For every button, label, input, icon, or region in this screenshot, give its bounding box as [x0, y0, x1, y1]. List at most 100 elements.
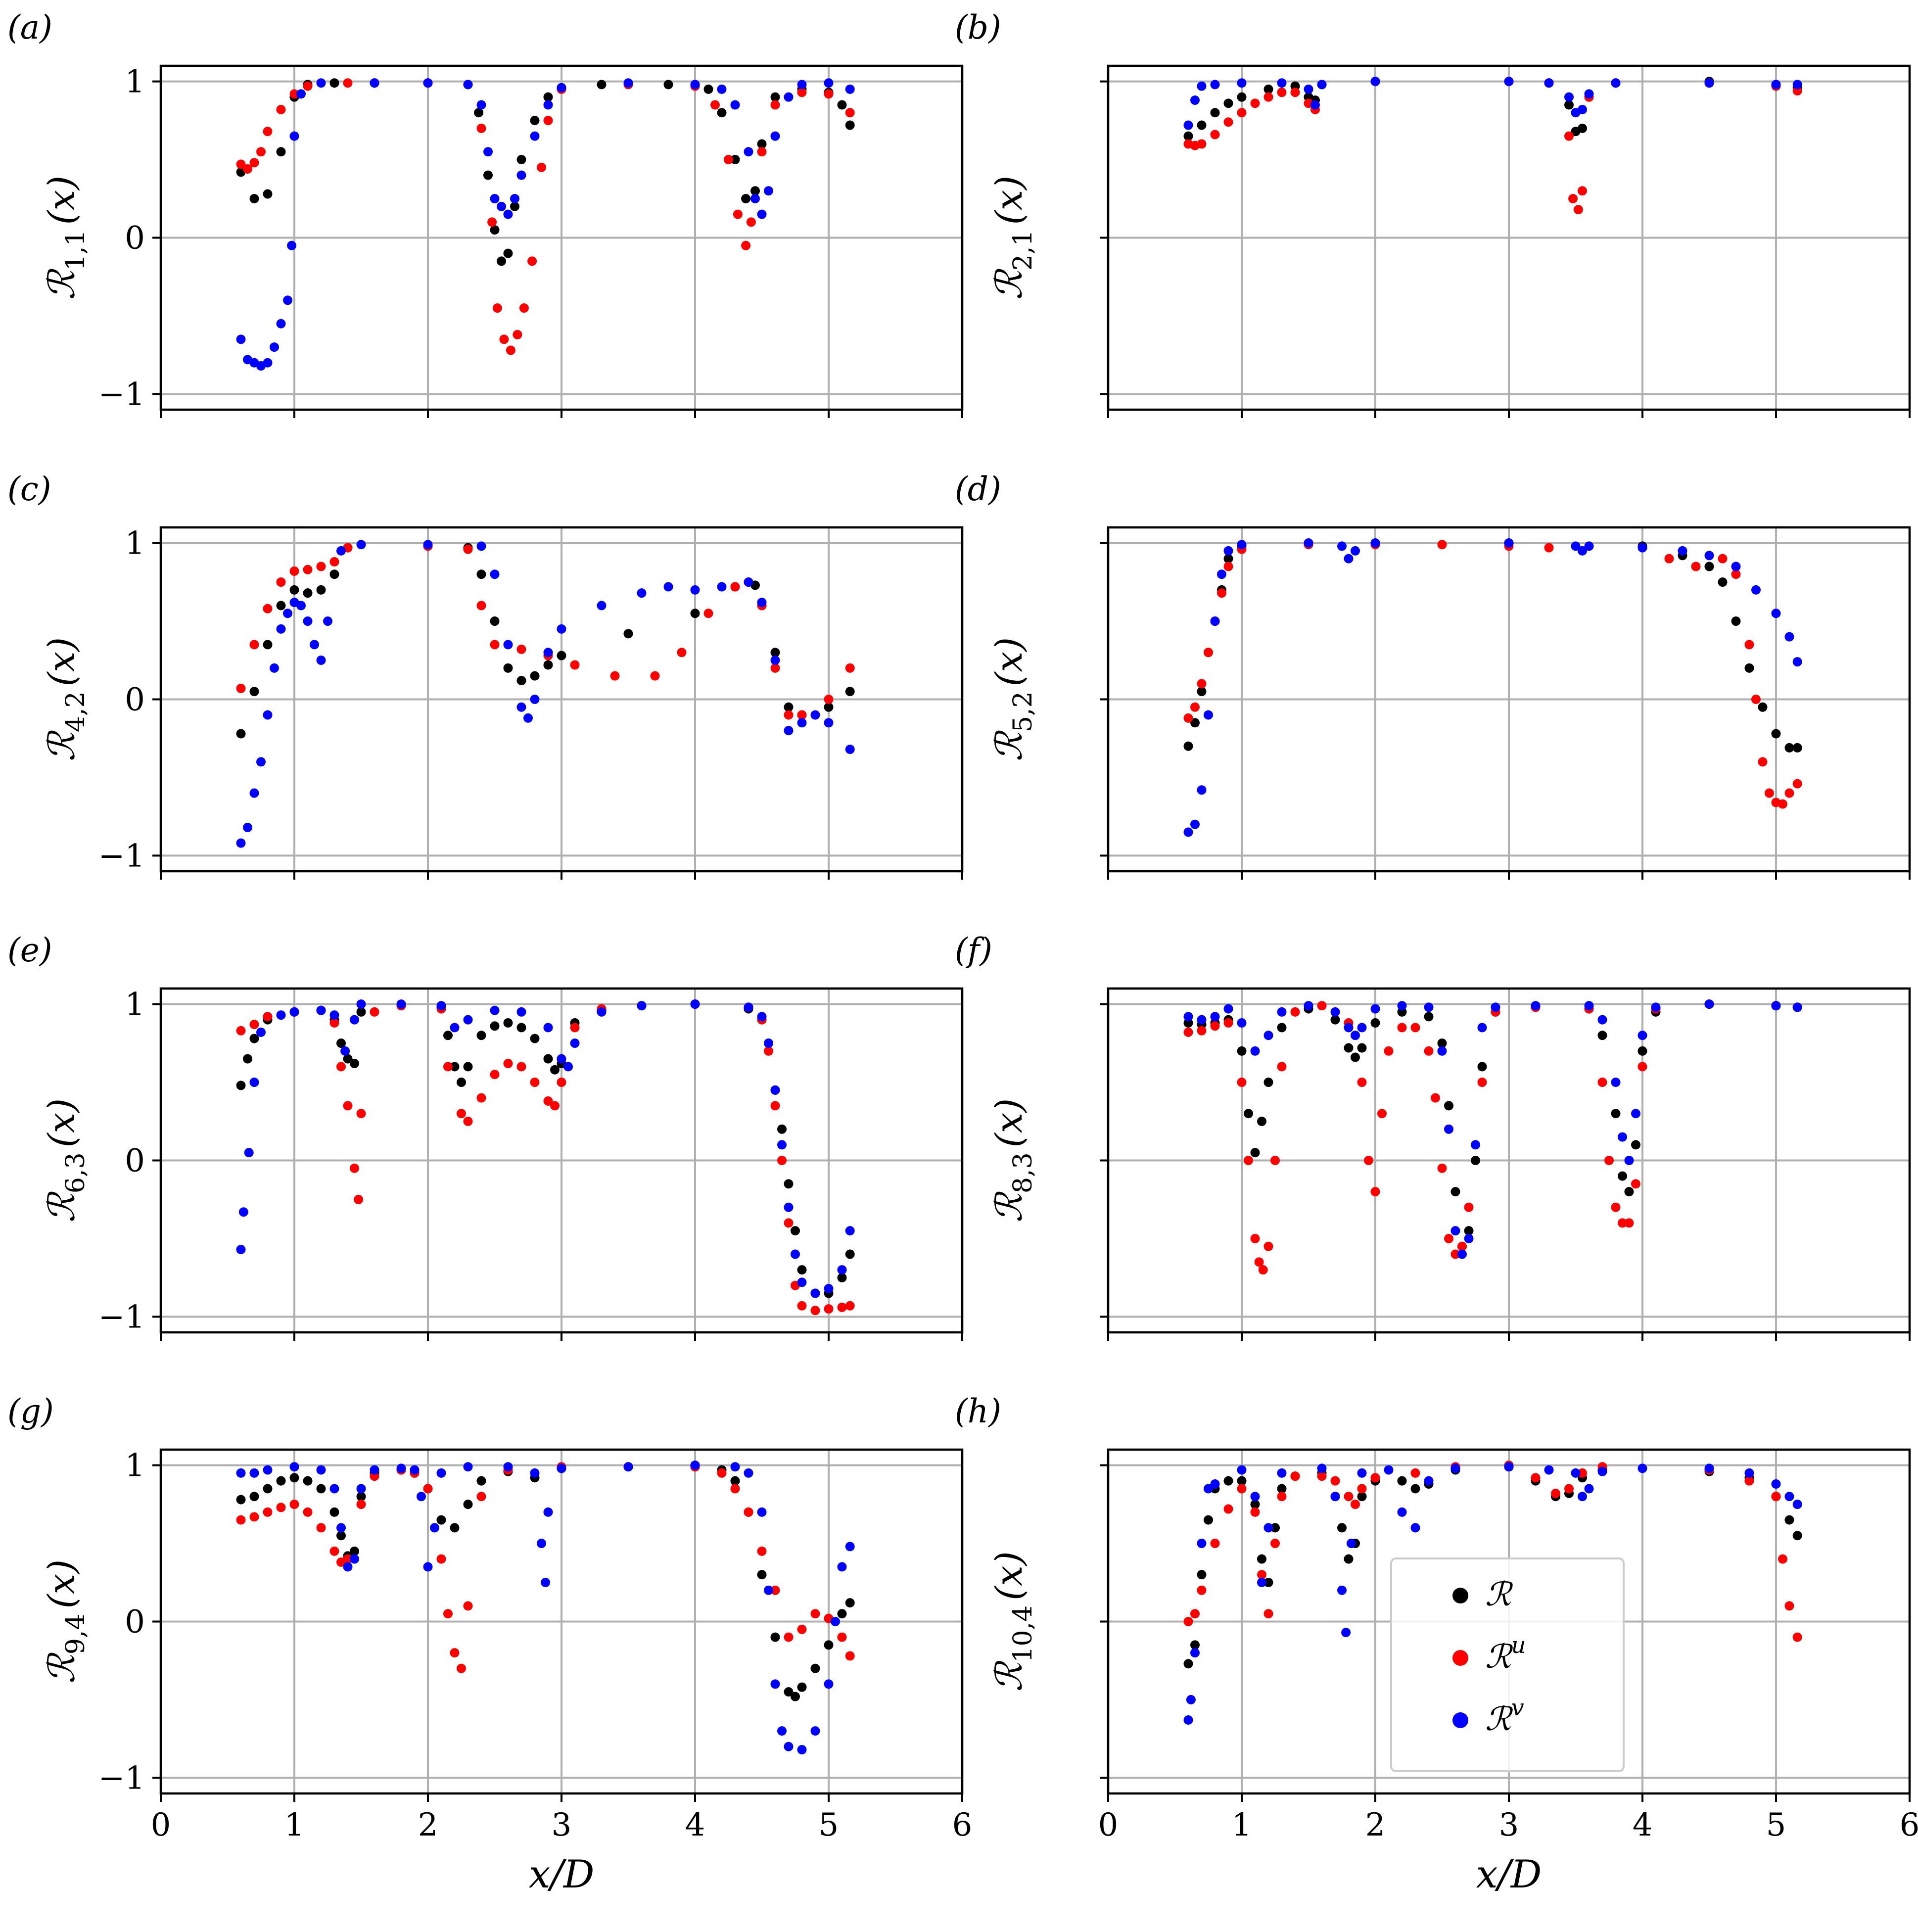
- point-r-v-37: [837, 1562, 847, 1572]
- point-r-u-35: [845, 1651, 855, 1661]
- point-r-u-8: [1277, 88, 1287, 97]
- point-r-v-28: [1637, 1463, 1647, 1473]
- point-r-v-21: [541, 1578, 551, 1588]
- point-r-v-32: [770, 656, 780, 665]
- point-r-u-26: [1450, 1249, 1460, 1259]
- point-r-v-20: [563, 1062, 573, 1072]
- point-r-u-0: [236, 159, 246, 169]
- point-r-u-15: [1357, 1078, 1367, 1087]
- panel-d: (d) ℛ5,2 (x): [955, 470, 1911, 880]
- point-r-v-5: [1250, 1046, 1260, 1056]
- point-r-17: [476, 1031, 486, 1040]
- point-r-v-13: [417, 1492, 426, 1502]
- series-r-u: [1183, 540, 1802, 809]
- point-r-v-6: [1263, 1031, 1273, 1040]
- x-tick-label: 1: [1232, 1807, 1252, 1843]
- point-r-21: [530, 1034, 540, 1043]
- point-r-u-26: [733, 209, 743, 219]
- point-r-v-24: [623, 1462, 633, 1472]
- point-r-u-6: [289, 89, 299, 99]
- point-r-u-28: [1464, 1202, 1474, 1212]
- point-r-v-22: [543, 1507, 553, 1517]
- y-label-subscript: 4,2: [61, 691, 91, 732]
- point-r-v-11: [396, 1463, 406, 1473]
- point-r-u-35: [1611, 1202, 1621, 1212]
- y-axis-label: ℛ9,4 (x): [41, 1559, 91, 1684]
- point-r-u-19: [1578, 186, 1587, 196]
- y-label-subscript: 9,4: [61, 1613, 91, 1654]
- point-r-15: [530, 671, 540, 681]
- point-r-u-0: [236, 1026, 246, 1036]
- point-r-u-34: [1604, 1156, 1614, 1165]
- point-r-u-3: [276, 577, 286, 587]
- point-r-3: [276, 601, 286, 611]
- point-r-v-17: [490, 194, 500, 204]
- x-tick-label: 0: [151, 1807, 171, 1843]
- point-r-u-23: [1564, 1484, 1574, 1494]
- y-label-arg: (x): [988, 637, 1030, 686]
- point-r-u-29: [1778, 1554, 1787, 1564]
- point-r-v-7: [1310, 100, 1320, 110]
- point-r-u-27: [1457, 1241, 1467, 1251]
- point-r-v-4: [1237, 1018, 1247, 1028]
- point-r-v-13: [1337, 1585, 1347, 1595]
- point-r-28: [757, 1570, 767, 1580]
- point-r-v-0: [1183, 827, 1193, 837]
- point-r-11: [476, 569, 486, 579]
- point-r-u-1: [249, 640, 259, 650]
- point-r-7: [336, 1038, 346, 1048]
- point-r-u-36: [1618, 1218, 1627, 1228]
- point-r-3: [276, 147, 286, 157]
- point-r-u-15: [436, 1554, 446, 1564]
- point-r-v-26: [690, 80, 700, 90]
- point-r-v-3: [1204, 710, 1213, 720]
- point-r-u-6: [316, 562, 326, 571]
- point-r-v-0: [236, 838, 246, 848]
- point-r-13: [1351, 1052, 1360, 1062]
- point-r-u-4: [1237, 1078, 1247, 1087]
- point-r-24: [1477, 1062, 1487, 1072]
- point-r-u-10: [356, 1500, 366, 1509]
- point-r-33: [1637, 1046, 1647, 1056]
- point-r-v-34: [797, 718, 807, 728]
- point-r-v-24: [1571, 1468, 1581, 1478]
- point-r-v-23: [543, 648, 553, 658]
- point-r-34: [784, 1179, 794, 1189]
- point-r-19: [690, 609, 700, 618]
- point-r-u-0: [1183, 1027, 1193, 1037]
- panel-a: −1 0 1 (a) ℛ1,1 (x): [7, 8, 964, 418]
- x-tick-label: 6: [1900, 1807, 1918, 1843]
- y-label-arg: (x): [988, 176, 1030, 225]
- point-r-v-9: [1330, 1007, 1340, 1017]
- point-r-v-16: [423, 540, 433, 550]
- panel-letter: (h): [955, 1392, 1001, 1430]
- point-r-10: [1270, 1523, 1280, 1533]
- point-r-u-7: [343, 1101, 353, 1111]
- y-label-symbol: ℛ: [988, 268, 1030, 300]
- point-r-2: [263, 1484, 273, 1494]
- point-r-u-17: [519, 303, 529, 313]
- point-r-v-29: [777, 1140, 787, 1150]
- point-r-u-19: [1384, 1046, 1394, 1056]
- point-r-v-11: [316, 78, 326, 88]
- point-r-u-29: [770, 1585, 780, 1595]
- point-r-23: [550, 1065, 560, 1075]
- point-r-v-14: [1397, 1001, 1407, 1011]
- point-r-1: [1197, 120, 1207, 130]
- point-r-17: [1758, 702, 1768, 712]
- point-r-1: [243, 1054, 252, 1064]
- point-r-u-32: [810, 1609, 820, 1619]
- y-axis-label: ℛ4,2 (x): [41, 637, 91, 761]
- point-r-v-22: [597, 1007, 607, 1017]
- point-r-11: [356, 1492, 366, 1502]
- point-r-v-32: [764, 186, 773, 196]
- point-r-u-16: [463, 1117, 473, 1127]
- point-r-v-1: [249, 1468, 259, 1478]
- point-r-v-19: [1410, 1523, 1420, 1533]
- series-r-v: [236, 540, 855, 848]
- x-axis-label: x/D: [529, 1852, 595, 1897]
- point-r-v-36: [845, 1226, 855, 1236]
- point-r-v-24: [1531, 1001, 1541, 1011]
- point-r-12: [1344, 1043, 1354, 1053]
